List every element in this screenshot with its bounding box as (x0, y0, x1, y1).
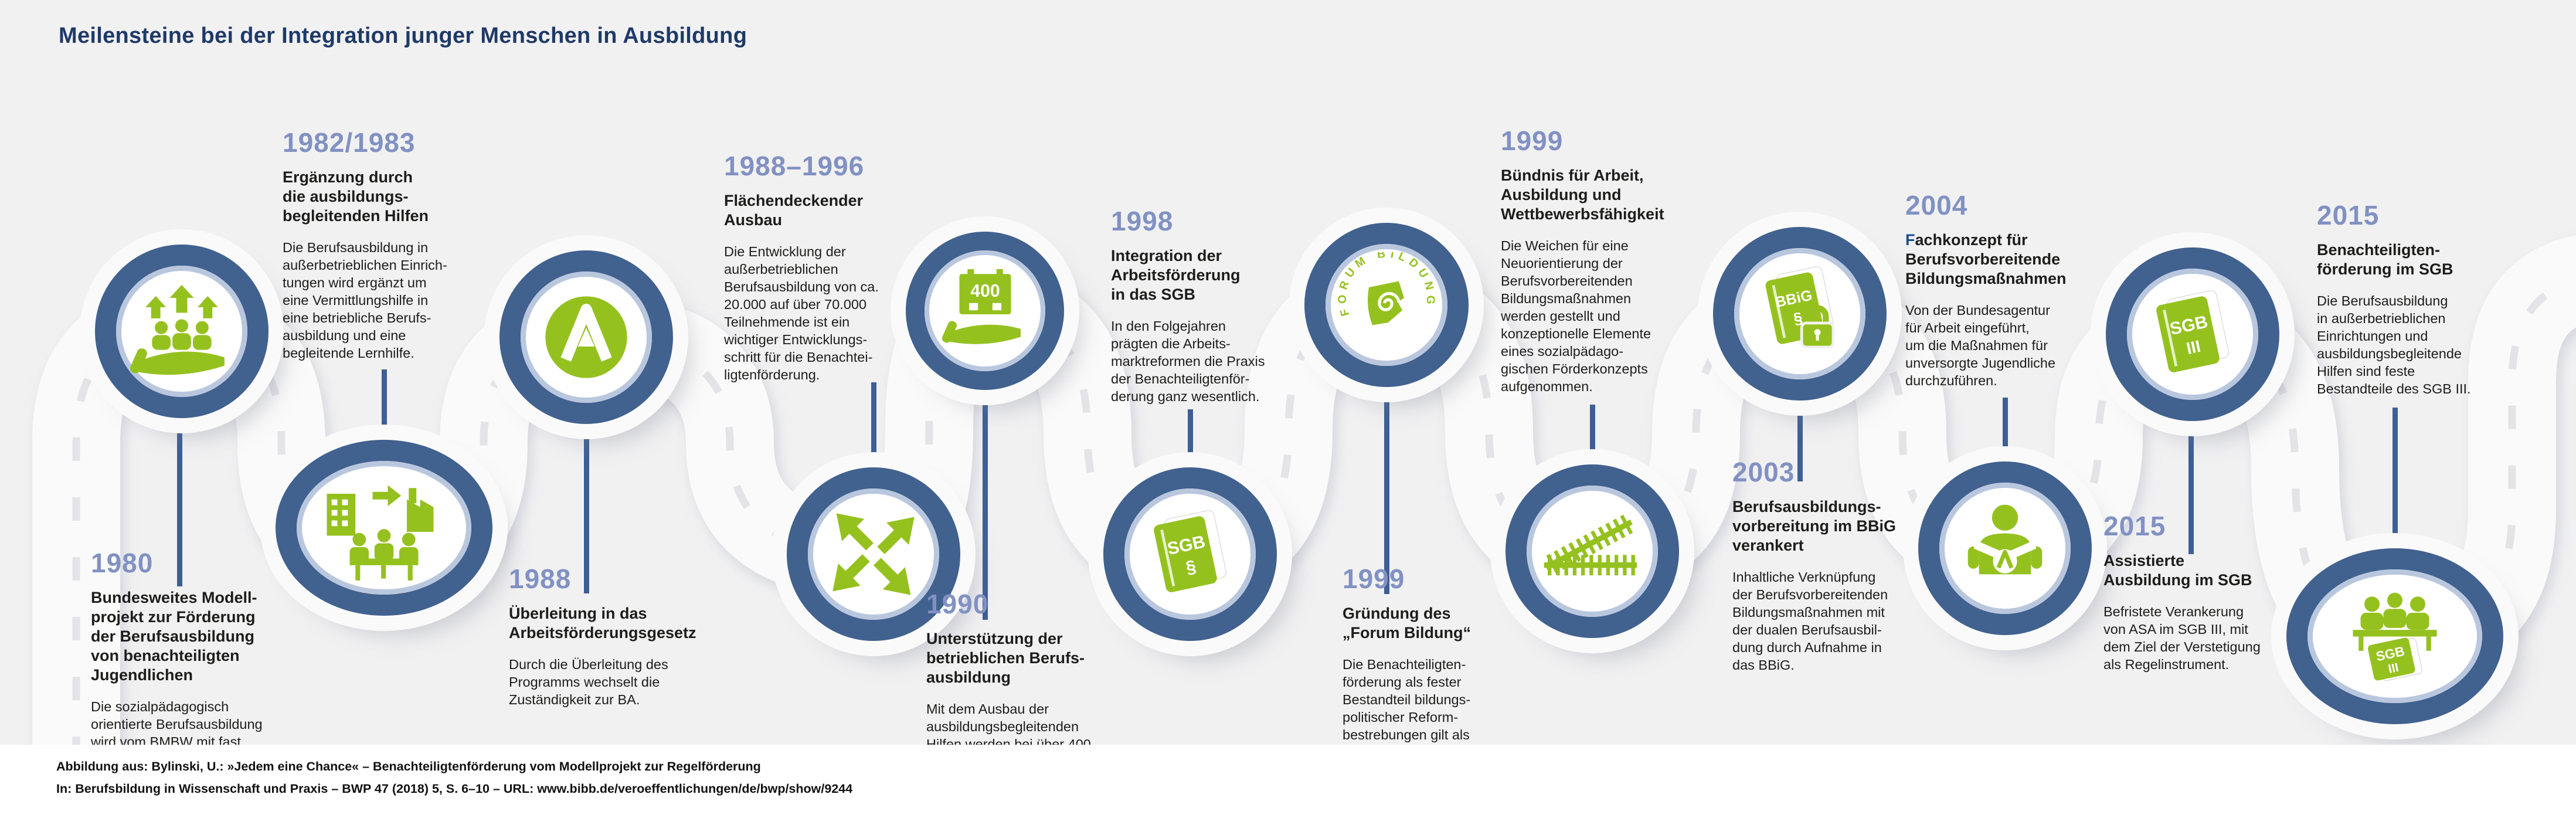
milestone-body: Durch die Überleitung des Programms wech… (509, 657, 668, 707)
hand-building-400-icon: 400 (942, 269, 1021, 344)
connector-line (871, 382, 876, 466)
milestone-body: Befristete Verankerung von ASA im SGB II… (2103, 604, 2261, 672)
milestone-pin-1982 (276, 440, 492, 616)
connector-line (1384, 386, 1389, 594)
milestone-pin-1980 (95, 245, 269, 418)
connector-line (1188, 409, 1193, 466)
milestone-title: Berufsausbildungs- vorbereitung im BBiG … (1732, 498, 1897, 554)
milestone-title: Integration der Arbeitsförderung in das … (1111, 247, 1241, 303)
milestone-year: 2003 (1732, 457, 1795, 487)
milestone-pin-1999-forum: FORUM BILDUNG (1304, 223, 1469, 387)
connector-line (1590, 405, 1595, 463)
milestone-1988-1996: 1988–1996 Flächendeckender Ausbau Die En… (724, 151, 923, 384)
connector-line (983, 388, 988, 620)
milestone-title: Bündnis für Arbeit, Ausbildung und Wettb… (1501, 167, 1664, 223)
arbeitsagentur-logo-icon (545, 296, 627, 378)
milestone-1988: 1988 Überleitung in das Arbeitsförderung… (509, 564, 755, 708)
milestone-pin-1988 (499, 250, 673, 424)
milestone-body: Die Weichen für eine Neuorientierung der… (1501, 238, 1651, 394)
milestone-2003: 2003 Berufsausbildungs- vorbereitung im … (1732, 457, 1943, 674)
bbig-lock-book-icon: BBiG § (1765, 266, 1835, 349)
milestone-2015-assistierte: 2015 Assistierte Ausbildung im SGB Befri… (2103, 511, 2303, 673)
page-title: Meilensteine bei der Integration junger … (59, 23, 747, 48)
connector-line (584, 418, 589, 593)
milestone-year: 2004 (1905, 190, 1968, 220)
milestone-year: 1990 (926, 589, 989, 619)
milestone-title: Flächendeckender Ausbau (724, 192, 864, 229)
milestone-title: Fachkonzept für Berufsvorbereitende Bild… (1905, 231, 2067, 287)
milestone-year: 2015 (2317, 200, 2380, 230)
milestone-year: 1998 (1111, 206, 1174, 236)
icon-label-iiib: III (2387, 660, 2400, 676)
milestone-title: Benachteiligten- förderung im SGB (2317, 241, 2453, 278)
milestone-title: Assistierte Ausbildung im SGB (2103, 552, 2252, 589)
road-center-dashes (72, 276, 2576, 828)
connector-line (177, 413, 182, 586)
sgb3-book-icon: SGB III (2156, 290, 2230, 372)
milestone-pin-1990: 400 (906, 232, 1064, 390)
milestone-body: Die Berufsausbildung in außerbetrieblich… (2317, 293, 2471, 396)
milestone-year: 1982/1983 (283, 127, 416, 158)
milestone-pin-2003: BBiG § (1713, 227, 1887, 401)
milestone-title: Unterstützung der betrieblichen Berufs- … (926, 630, 1085, 686)
milestone-year: 1988–1996 (724, 151, 865, 181)
icon-label-paragraph2: § (1792, 309, 1804, 328)
source-caption: Abbildung aus: Bylinski, U.: »Jedem eine… (56, 755, 852, 800)
connector-line (2188, 422, 2194, 554)
milestone-year: 1988 (509, 564, 572, 594)
reading-person-icon (1967, 504, 2043, 575)
milestone-body: Die Entwicklung der außerbetrieblichen B… (724, 244, 879, 382)
milestone-pin-2015-assistierte: SGB III (2106, 247, 2279, 421)
milestone-2015-benachteiligte: 2015 Benachteiligten- förderung im SGB D… (2317, 201, 2528, 398)
milestone-body: In den Folgejahren prägten die Arbeits- … (1111, 318, 1265, 404)
hand-people-arrows-icon (130, 284, 225, 375)
milestone-year: 1980 (91, 548, 154, 578)
milestone-year: 1999 (1343, 564, 1405, 594)
connector-line (2393, 408, 2398, 548)
forum-bildung-logo-icon: FORUM BILDUNG (1336, 252, 1433, 325)
milestone-body: Inhaltliche Verknüpfung der Berufsvorber… (1732, 569, 1888, 673)
icon-label-400: 400 (970, 281, 1000, 300)
source-caption-line2: In: Berufsbildung in Wissenschaft und Pr… (56, 782, 853, 796)
milestone-title: Gründung des „Forum Bildung“ (1343, 605, 1471, 642)
railway-switch-icon (1544, 514, 1637, 576)
connector-line (2003, 398, 2008, 464)
milestone-body: Die Berufsausbildung in außerbetrieblich… (283, 240, 447, 361)
caption-strip: Abbildung aus: Bylinski, U.: »Jedem eine… (0, 745, 2576, 828)
milestone-pin-2015-benachteiligte: SGB III (2286, 548, 2503, 724)
milestone-title: Bundesweites Modell- projekt zur Förderu… (91, 589, 257, 684)
connector-line (1797, 402, 1803, 481)
sgb-paragraph-book-icon: SGB § (1154, 510, 1227, 592)
milestone-pin-2004 (1918, 461, 2092, 635)
milestone-body: Von der Bundesagentur für Arbeit eingefü… (1905, 303, 2056, 388)
milestone-1999-buendnis: 1999 Bündnis für Arbeit, Ausbildung und … (1501, 126, 1724, 395)
meeting-sgb3-book-icon: SGB III (2353, 592, 2437, 681)
milestone-1998: 1998 Integration der Arbeitsförderung in… (1111, 206, 1310, 405)
connector-line (382, 369, 387, 433)
milestone-2004: 2004 Fachkonzept für Berufsvorbereitende… (1905, 191, 2116, 389)
milestone-title: Ergänzung durch die ausbildungs- begleit… (283, 168, 429, 225)
source-caption-line1: Abbildung aus: Bylinski, U.: »Jedem eine… (56, 759, 761, 773)
icon-label-paragraph: § (1184, 556, 1198, 578)
meeting-buildings-icon (327, 484, 434, 581)
milestone-year: 2015 (2103, 511, 2166, 541)
milestone-title: Überleitung in das Arbeitsförderungsgese… (509, 605, 696, 642)
milestone-1982-1983: 1982/1983 Ergänzung durch die ausbildung… (283, 128, 482, 362)
milestone-year: 1999 (1501, 125, 1564, 156)
expand-arrows-icon (832, 513, 915, 595)
